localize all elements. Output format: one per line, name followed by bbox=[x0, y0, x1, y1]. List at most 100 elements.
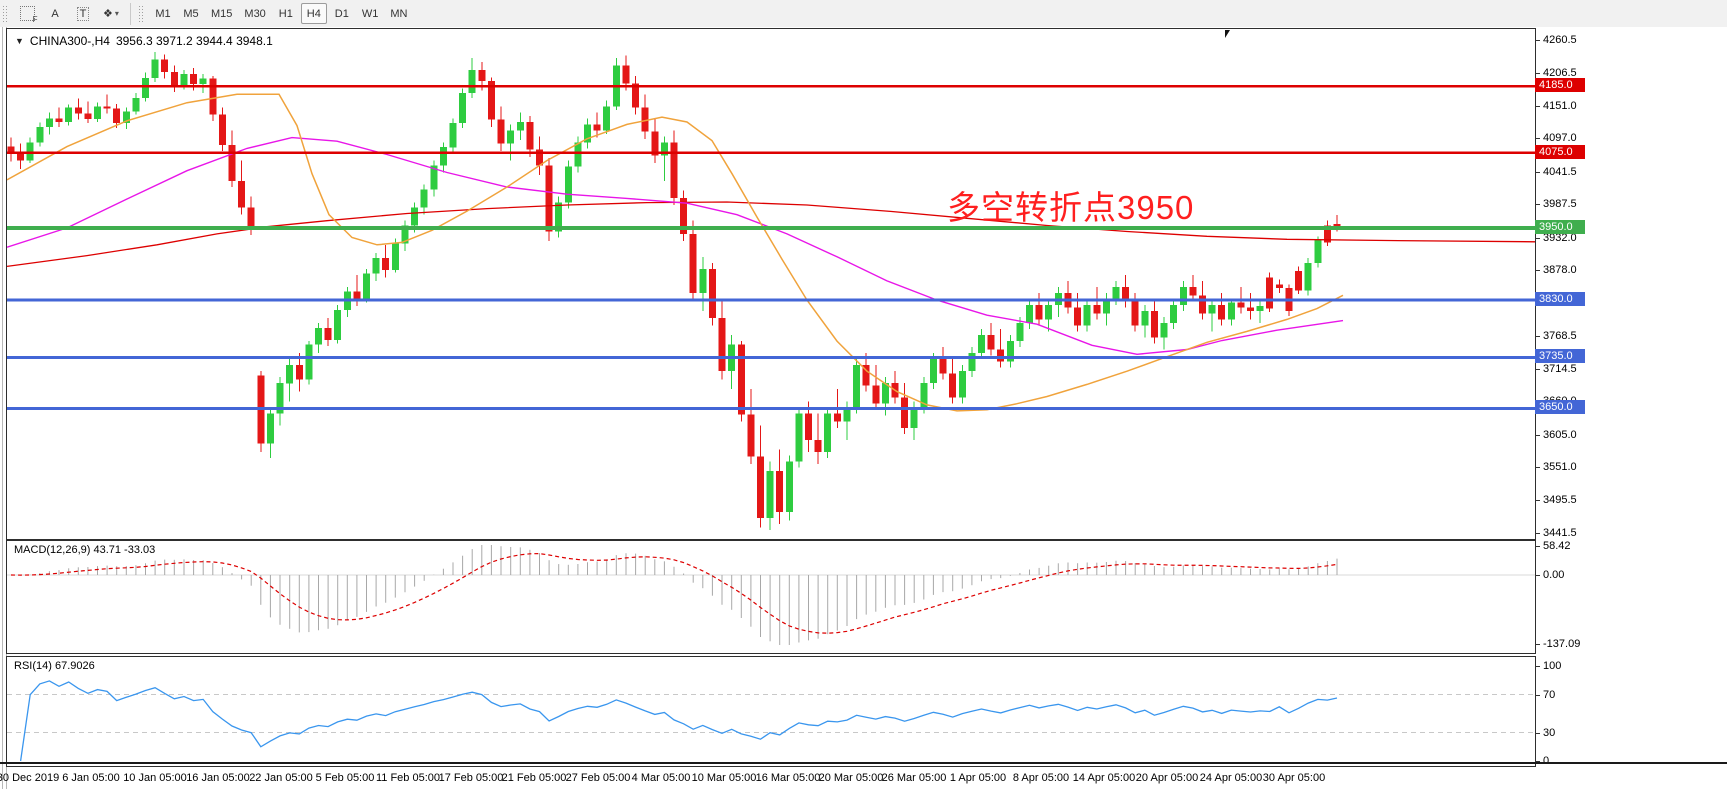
rsi-panel[interactable]: RSI(14) 67.9026 bbox=[6, 656, 1536, 767]
candle-body bbox=[190, 73, 198, 84]
candle-body bbox=[641, 107, 649, 132]
time-axis-label: 20 Mar 05:00 bbox=[818, 772, 884, 784]
macd-chart bbox=[7, 545, 1535, 645]
candle-body bbox=[430, 165, 438, 190]
timeframe-w1-button[interactable]: W1 bbox=[357, 3, 384, 24]
time-axis-label: 11 Feb 05:00 bbox=[375, 772, 441, 784]
time-axis-label: 30 Apr 05:00 bbox=[1262, 772, 1326, 784]
candle-body bbox=[372, 258, 380, 274]
candle-body bbox=[180, 73, 188, 86]
candle-body bbox=[449, 123, 457, 148]
timeframe-h1-button[interactable]: H1 bbox=[273, 3, 299, 24]
timeframe-mn-button[interactable]: MN bbox=[385, 3, 412, 24]
candle-body bbox=[958, 371, 966, 398]
candle-body bbox=[997, 349, 1005, 362]
candle-body bbox=[824, 413, 832, 452]
chart-annotation-text[interactable]: 多空转折点3950 bbox=[947, 189, 1195, 226]
candle-body bbox=[853, 365, 861, 408]
price-level-badge: 4185.0 bbox=[1535, 78, 1585, 92]
candle-body bbox=[1035, 305, 1043, 320]
candle-body bbox=[1208, 305, 1216, 314]
price-level-badge: 4075.0 bbox=[1535, 145, 1585, 159]
grid-toggle-button[interactable]: F bbox=[14, 3, 40, 24]
candle-body bbox=[1131, 301, 1139, 326]
candle-body bbox=[401, 225, 409, 244]
time-axis-label: 16 Jan 05:00 bbox=[186, 772, 250, 784]
ma-slow-red bbox=[7, 201, 1535, 268]
timeframe-h4-button[interactable]: H4 bbox=[300, 3, 327, 24]
price-tick-label: 3551.0 bbox=[1535, 461, 1577, 473]
timeframe-m1-button[interactable]: M1 bbox=[150, 3, 176, 24]
timeframe-m15-button[interactable]: M15 bbox=[206, 3, 237, 24]
chart-dropdown-icon[interactable]: ▼ bbox=[15, 36, 24, 46]
candle-body bbox=[516, 122, 524, 131]
price-tick-label: 3495.5 bbox=[1535, 494, 1577, 506]
candle-body bbox=[276, 383, 284, 414]
toolbar-grip[interactable] bbox=[138, 4, 145, 23]
candle-body bbox=[699, 268, 707, 293]
candle-body bbox=[103, 106, 111, 109]
candle-body bbox=[7, 146, 15, 153]
macd-signal-line bbox=[10, 552, 1338, 634]
candle-body bbox=[315, 327, 322, 345]
candle-body bbox=[1256, 306, 1264, 311]
ohlc-readout: 3956.3 3971.2 3944.4 3948.1 bbox=[115, 34, 273, 48]
candle-body bbox=[872, 385, 880, 404]
candle-body bbox=[132, 97, 140, 112]
candle-body bbox=[305, 344, 313, 380]
candle-body bbox=[929, 359, 937, 384]
macd-panel[interactable]: MACD(12,26,9) 43.71 -33.03 bbox=[6, 540, 1536, 654]
candle-body bbox=[94, 106, 101, 119]
rsi-axis-label: 70 bbox=[1534, 689, 1556, 701]
candle-body bbox=[526, 122, 534, 150]
candle-body bbox=[199, 78, 207, 84]
chevron-down-icon: ▾ bbox=[114, 9, 119, 18]
price-axis[interactable]: 4260.5 4206.5 4151.0 4097.0 4041.5 3987.5 3932… bbox=[1534, 27, 1727, 792]
candle-body bbox=[1045, 305, 1053, 320]
timeframe-m30-button[interactable]: M30 bbox=[239, 3, 270, 24]
candle-body bbox=[1141, 311, 1149, 326]
candle-body bbox=[632, 83, 640, 108]
candle-body bbox=[593, 124, 601, 131]
candle-body bbox=[910, 407, 918, 428]
timeframe-d1-button[interactable]: D1 bbox=[329, 3, 355, 24]
candle-body bbox=[65, 107, 73, 122]
candle-body bbox=[1189, 286, 1197, 296]
candle-body bbox=[324, 327, 332, 340]
timeframe-m5-button[interactable]: M5 bbox=[178, 3, 204, 24]
price-tick-label: 3768.5 bbox=[1535, 330, 1577, 342]
candle-body bbox=[411, 207, 419, 226]
time-axis-label: 10 Mar 05:00 bbox=[691, 772, 757, 784]
candle-body bbox=[920, 383, 928, 408]
toolbar-grip[interactable] bbox=[2, 4, 9, 23]
toolbar: F A T ❖ ▾ M1 M5 M15 M30 H1 H4 D1 W1 MN bbox=[0, 0, 1727, 28]
candle-body bbox=[36, 126, 44, 143]
price-tick-label: 4097.0 bbox=[1535, 132, 1577, 144]
candle-body bbox=[459, 93, 467, 124]
price-tick-label: 3605.0 bbox=[1535, 429, 1577, 441]
candle-body bbox=[536, 149, 543, 166]
candle-body bbox=[776, 471, 784, 512]
chart-region: ▼ CHINA300-,H4 3956.3 3971.2 3944.4 3948… bbox=[0, 27, 1727, 792]
shapes-dropdown-button[interactable]: ❖ ▾ bbox=[98, 3, 124, 24]
time-axis-label: 14 Apr 05:00 bbox=[1072, 772, 1136, 784]
candle-body bbox=[113, 108, 121, 124]
candle-body bbox=[1237, 302, 1245, 308]
price-tick-label: 3441.5 bbox=[1535, 527, 1577, 539]
price-tick-label: 3987.5 bbox=[1535, 198, 1577, 210]
annotate-a-button[interactable]: A bbox=[42, 3, 68, 24]
text-label-button[interactable]: T bbox=[70, 3, 96, 24]
candle-body bbox=[420, 189, 428, 208]
candle-body bbox=[238, 181, 246, 208]
time-axis[interactable]: 30 Dec 2019 6 Jan 05:00 10 Jan 05:00 16 Jan… bbox=[0, 768, 1534, 790]
candle-body bbox=[122, 111, 130, 124]
candle-body bbox=[142, 78, 149, 98]
candle-body bbox=[363, 273, 370, 301]
symbol-timeframe-label: CHINA300-,H4 bbox=[29, 34, 110, 48]
price-chart-panel[interactable]: ▼ CHINA300-,H4 3956.3 3971.2 3944.4 3948… bbox=[6, 28, 1536, 540]
candle-body bbox=[1323, 225, 1331, 243]
candle-body bbox=[334, 309, 342, 340]
candle-body bbox=[978, 335, 985, 354]
candle-body bbox=[353, 291, 361, 301]
